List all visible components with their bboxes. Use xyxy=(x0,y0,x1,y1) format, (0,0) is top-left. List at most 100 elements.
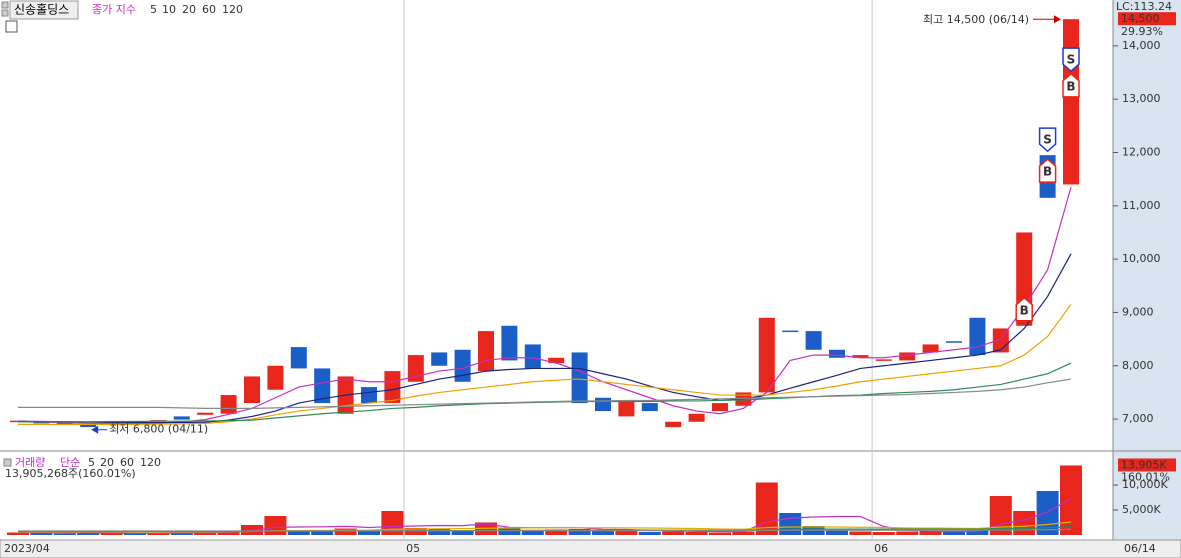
volume-moving-average xyxy=(18,528,1072,532)
volume-bar xyxy=(100,533,123,535)
y-tick-label: 8,000 xyxy=(1122,359,1154,372)
arrow-head xyxy=(1054,15,1061,24)
volume-change: 160.01% xyxy=(1121,470,1170,483)
candle-body xyxy=(922,344,939,353)
candle-body xyxy=(314,368,331,404)
volume-bar xyxy=(311,531,334,535)
candle-body xyxy=(782,330,799,333)
legend-entry: 5 xyxy=(88,456,95,469)
grid-icon[interactable] xyxy=(5,20,18,33)
current-volume-box xyxy=(1118,458,1176,472)
signal-label: B xyxy=(1020,303,1029,317)
candle-body xyxy=(431,352,448,366)
candle-body xyxy=(454,349,471,382)
signal-marker xyxy=(1062,72,1080,98)
volume-bar xyxy=(521,530,544,535)
candle-body xyxy=(969,317,986,356)
icon xyxy=(1,9,9,17)
legend-entry: 20 xyxy=(100,456,114,469)
volume-bar xyxy=(662,531,685,535)
volume-bar xyxy=(53,533,76,535)
y-tick-label: 9,000 xyxy=(1122,305,1154,318)
current-price-label: 14,500 xyxy=(1121,12,1160,25)
volume-bar xyxy=(943,532,965,535)
title-box[interactable] xyxy=(9,0,79,20)
y-tick-label: 7,000 xyxy=(1122,412,1154,425)
y-tick-label: 10,000 xyxy=(1122,252,1161,265)
candle-body xyxy=(805,331,822,350)
current-volume-label: 13,905K xyxy=(1121,458,1167,471)
candle-body xyxy=(267,365,284,390)
candle-body xyxy=(946,341,962,343)
y-tick-label: 5,000K xyxy=(1122,503,1161,516)
candle-body xyxy=(712,403,728,412)
x-tick-label: 05 xyxy=(406,542,420,555)
moving-average xyxy=(18,378,1072,410)
volume-bar xyxy=(170,532,193,535)
candle-body xyxy=(244,376,260,404)
volume-bar xyxy=(545,529,568,535)
volume-bar xyxy=(709,532,731,535)
volume-method: 단순 xyxy=(60,456,80,469)
candle-body xyxy=(220,395,237,414)
x-axis-bar xyxy=(0,539,1181,558)
high-annotation: 최고 14,500 (06/14) xyxy=(923,13,1029,26)
signal-label: B xyxy=(1043,165,1052,179)
arrow-head xyxy=(91,425,99,434)
volume-bar xyxy=(755,482,778,535)
candle-body xyxy=(173,416,190,420)
volume-bar xyxy=(966,530,989,535)
candle-body xyxy=(384,371,401,404)
volume-bar xyxy=(428,528,451,535)
signal-label: S xyxy=(1067,53,1076,67)
volume-bar xyxy=(732,531,755,535)
legend-entry: 60 xyxy=(120,456,134,469)
volume-bar xyxy=(615,531,638,535)
volume-bar xyxy=(896,531,919,535)
candle-body xyxy=(618,400,635,417)
candle-body xyxy=(197,412,214,415)
volume-bar xyxy=(638,532,661,535)
volume-bar xyxy=(919,531,942,535)
candle-body xyxy=(524,344,541,369)
candle-body xyxy=(875,359,892,361)
candle-body xyxy=(478,331,494,372)
volume-bar xyxy=(264,516,287,535)
candle-body xyxy=(571,352,588,404)
volume-bar xyxy=(7,532,29,535)
volume-bar xyxy=(451,530,474,535)
volume-bar xyxy=(147,533,170,535)
volume-bar xyxy=(826,530,848,535)
volume-bar xyxy=(77,533,100,535)
candle-body xyxy=(1063,19,1079,185)
signal-marker xyxy=(1038,127,1057,153)
y-tick-label: 13,000 xyxy=(1122,92,1161,105)
low-annotation: 최저 6,800 (04/11) xyxy=(109,423,208,436)
candle-body xyxy=(665,421,682,428)
candle-body xyxy=(688,413,705,422)
legend-entry: 60 xyxy=(202,3,216,16)
current-price-box xyxy=(1118,12,1176,26)
volume-bar xyxy=(358,530,380,535)
candle-body xyxy=(852,355,869,358)
volume-bar xyxy=(779,513,802,535)
candle-body xyxy=(641,403,658,412)
volume-bar xyxy=(30,533,53,535)
candle-body xyxy=(548,357,565,364)
signal-label: S xyxy=(1043,133,1052,147)
signal-label: B xyxy=(1066,79,1075,93)
candle-body xyxy=(361,387,377,404)
legend-entry: 120 xyxy=(140,456,161,469)
x-tick-label: 2023/04 xyxy=(4,542,50,555)
candle-body xyxy=(829,349,845,358)
signal-marker xyxy=(1062,47,1080,73)
price-change: 29.93% xyxy=(1121,25,1163,38)
icon xyxy=(1,1,9,9)
signal-marker xyxy=(1015,296,1033,322)
candle-body xyxy=(595,397,611,412)
volume-bar xyxy=(872,532,895,535)
legend-entry: 20 xyxy=(182,3,196,16)
candle-body xyxy=(899,352,916,361)
